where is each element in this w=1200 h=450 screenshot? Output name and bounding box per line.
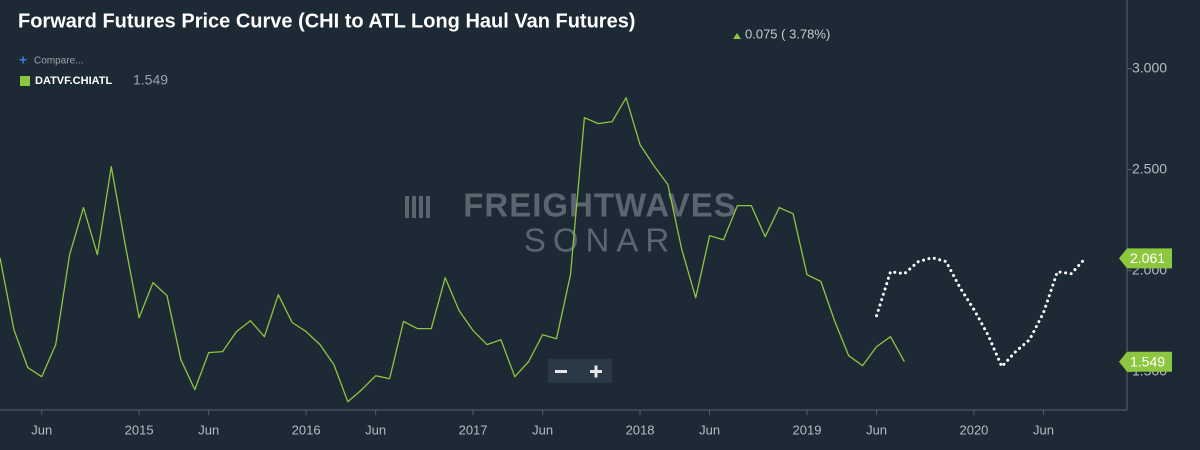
x-tick-label: Jun — [365, 422, 386, 437]
x-tick-label: 2020 — [959, 422, 988, 437]
x-tick-label: Jun — [699, 422, 720, 437]
plot-area — [0, 97, 1087, 403]
up-arrow — [733, 33, 741, 39]
x-tick-label: Jun — [198, 422, 219, 437]
chart-title: Forward Futures Price Curve (CHI to ATL … — [18, 10, 635, 32]
x-tick-label: Jun — [31, 422, 52, 437]
x-tick-label: 2018 — [626, 422, 655, 437]
last-value-label: 2.061 — [1130, 250, 1165, 266]
header-change: 0.075 ( 3.78%) — [745, 26, 830, 41]
x-tick-label: 2017 — [459, 422, 488, 437]
x-tick-label: 2021 — [1126, 422, 1155, 437]
x-tick-label: 2019 — [793, 422, 822, 437]
last-value-flag — [1119, 351, 1172, 372]
y-tick-label: 3.000 — [1132, 59, 1167, 75]
zoom-out[interactable] — [555, 370, 567, 373]
legend-value: 1.549 — [133, 72, 168, 88]
zoom-controls — [548, 359, 612, 383]
x-tick-label: 2015 — [125, 422, 154, 437]
x-tick-label: Jun — [866, 422, 887, 437]
watermark: FREIGHTWAVES SONAR — [405, 187, 737, 259]
y-tick-label: 2.500 — [1132, 160, 1167, 176]
legend-swatch — [20, 76, 30, 86]
legend-label: DATVF.CHIATL — [35, 75, 112, 87]
x-tick-label: Jun — [1033, 422, 1054, 437]
watermark-product: SONAR — [524, 222, 676, 259]
series-line — [0, 97, 905, 403]
last-value-label: 1.549 — [1130, 353, 1165, 369]
watermark-brand: FREIGHTWAVES — [463, 187, 737, 224]
x-tick-label: 2016 — [292, 422, 321, 437]
x-tick-label: Jun — [532, 422, 553, 437]
zoom-in-bar — [594, 365, 598, 378]
x-axis: Jun 2015 Jun 2016 Jun 2017 Jun 2018 Jun 2019 Jun 20… — [31, 410, 1155, 437]
compare-icon[interactable]: + — [19, 52, 27, 68]
compare-link[interactable]: Compare... — [34, 56, 83, 67]
last-value-flag — [1119, 248, 1172, 269]
